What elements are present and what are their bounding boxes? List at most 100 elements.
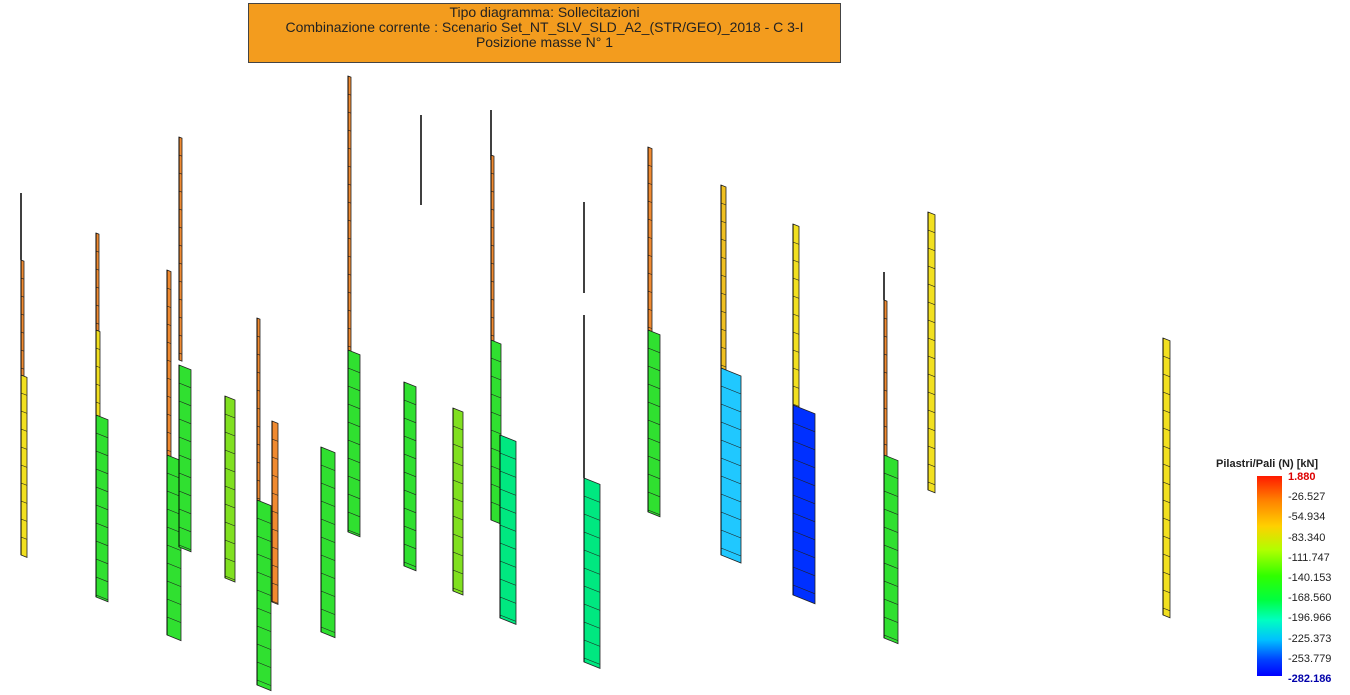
diagram-division: [271, 528, 279, 532]
force-diagram: [224, 395, 236, 583]
diagram-division: [95, 347, 101, 350]
diagram-division: [271, 510, 279, 514]
diagram-division: [720, 403, 742, 413]
diagram-division: [452, 569, 464, 575]
diagram-division: [224, 449, 236, 455]
diagram-division: [256, 661, 272, 668]
diagram-division: [490, 429, 502, 435]
diagram-division: [499, 614, 517, 622]
diagram-division: [583, 603, 601, 611]
diagram-division: [647, 218, 653, 221]
diagram-division: [166, 305, 172, 308]
legend-label: -83.340: [1288, 531, 1326, 544]
diagram-division: [347, 475, 361, 482]
diagram-division: [452, 587, 464, 593]
diagram-division: [1162, 571, 1171, 576]
diagram-division: [583, 621, 601, 629]
diagram-division: [720, 328, 727, 332]
force-diagram: [1162, 337, 1171, 619]
diagram-division: [499, 452, 517, 460]
diagram-division: [452, 425, 464, 431]
diagram-division: [271, 546, 279, 550]
legend-label: -26.527: [1288, 491, 1326, 504]
diagram-division: [452, 533, 464, 539]
diagram-division: [452, 443, 464, 449]
diagram-division: [647, 326, 653, 329]
diagram-division: [647, 509, 661, 516]
diagram-division: [883, 580, 899, 587]
diagram-division: [166, 377, 172, 380]
diagram-division: [927, 373, 936, 378]
diagram-division: [20, 518, 28, 522]
diagram-division: [927, 283, 936, 288]
diagram-division: [178, 526, 192, 533]
diagram-division: [927, 481, 936, 486]
diagram-division: [883, 616, 899, 623]
legend-label: -196.966: [1288, 612, 1332, 625]
diagram-division: [927, 247, 936, 252]
diagram-division: [490, 501, 502, 507]
legend-label: -253.779: [1288, 652, 1332, 665]
diagram-division: [647, 236, 653, 239]
diagram-division: [583, 495, 601, 503]
header-line: Posizione masse N° 1: [475, 34, 614, 50]
diagram-division: [347, 421, 361, 428]
diagram-division: [178, 472, 192, 479]
diagram-division: [347, 403, 361, 410]
diagram-division: [883, 490, 899, 497]
diagram-division: [178, 508, 192, 515]
diagram-division: [166, 562, 182, 569]
diagram-division: [403, 453, 417, 460]
diagram-division: [490, 357, 502, 363]
diagram-division: [20, 536, 28, 540]
diagram-division: [927, 427, 936, 432]
diagram-division: [499, 488, 517, 496]
diagram-division: [647, 347, 661, 354]
legend-color-bar: [1257, 476, 1282, 676]
diagram-division: [647, 272, 653, 275]
diagram-division: [95, 450, 109, 457]
legend-label: 1.880: [1288, 471, 1316, 483]
diagram-division: [720, 439, 742, 449]
diagram-division: [224, 485, 236, 491]
diagram-division: [720, 346, 727, 350]
diagram-division: [20, 500, 28, 504]
diagram-division: [499, 542, 517, 550]
legend-label: -111.747: [1288, 551, 1330, 564]
diagram-division: [647, 383, 661, 390]
force-diagram: [166, 269, 172, 458]
diagram-division: [583, 513, 601, 521]
diagram-division: [927, 409, 936, 414]
diagram-division: [1162, 607, 1171, 612]
diagram-division: [927, 301, 936, 306]
diagram-division: [499, 560, 517, 568]
diagram-division: [166, 395, 172, 398]
diagram-division: [320, 482, 336, 489]
diagram-division: [583, 549, 601, 557]
diagram-division: [224, 575, 236, 581]
diagram-division: [256, 571, 272, 578]
diagram-division: [20, 428, 28, 432]
diagram-division: [347, 511, 361, 518]
diagram-division: [792, 241, 800, 245]
diagram-division: [20, 446, 28, 450]
legend-title: Pilastri/Pali (N) [kN]: [1216, 458, 1319, 470]
diagram-division: [490, 447, 502, 453]
diagram-division: [883, 634, 899, 641]
diagram-division: [224, 413, 236, 419]
diagram-division: [883, 598, 899, 605]
diagram-division: [792, 367, 800, 371]
diagram-division: [1162, 373, 1171, 378]
diagram-division: [95, 432, 109, 439]
header-line: Tipo diagramma: Sollecitazioni: [449, 4, 640, 20]
header-line: Combinazione corrente : Scenario Set_NT_…: [285, 19, 804, 35]
force-diagram: [178, 364, 192, 553]
diagram-division: [792, 331, 800, 335]
diagram-division: [720, 238, 727, 242]
diagram-division: [792, 385, 800, 389]
legend-label: -168.560: [1288, 592, 1332, 605]
diagram-division: [583, 585, 601, 593]
diagram-division: [178, 454, 192, 461]
diagram-division: [647, 254, 653, 257]
diagram-division: [271, 492, 279, 496]
